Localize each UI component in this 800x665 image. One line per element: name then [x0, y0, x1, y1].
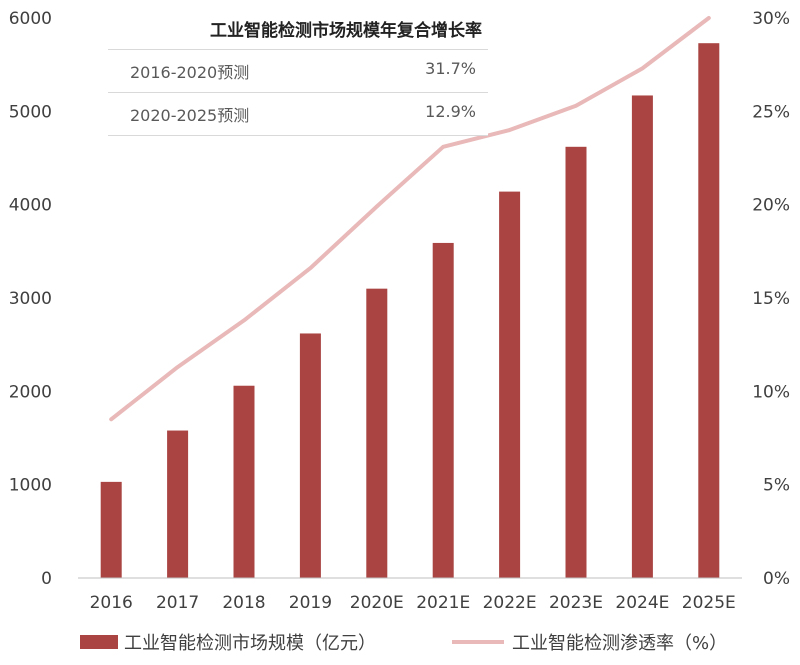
category-label: 2021E [416, 593, 470, 613]
inset-period: 2020-2025预测 [130, 106, 250, 125]
inset-row: 2016-2020预测 31.7% [108, 50, 488, 93]
category-label: 2018 [222, 593, 265, 613]
bar [167, 430, 189, 578]
legend: 工业智能检测市场规模（亿元） 工业智能检测渗透率（%） [80, 624, 800, 660]
line-point [441, 145, 445, 149]
right-axis-ticks: 0% 5% 10% 15% 20% 25% 30% [752, 9, 790, 589]
category-label: 2020E [350, 593, 404, 613]
line-point [242, 318, 246, 322]
category-label: 2023E [549, 593, 603, 613]
right-tick-label: 5% [763, 476, 790, 496]
bar [432, 242, 454, 578]
bar [565, 146, 587, 579]
bar [100, 481, 122, 578]
category-labels: 2016 2017 2018 2019 2020E 2021E 2022E 2023E 2024… [90, 593, 736, 613]
line-series [109, 16, 711, 422]
inset-row: 2020-2025预测 12.9% [108, 93, 488, 136]
category-label: 2024E [615, 593, 669, 613]
inset-period: 2016-2020预测 [130, 63, 250, 82]
bar [366, 288, 388, 578]
legend-label-line: 工业智能检测渗透率（%） [512, 633, 728, 654]
right-tick-label: 20% [752, 196, 790, 216]
line-point [109, 417, 113, 421]
right-tick-label: 15% [752, 289, 790, 309]
legend-item-line: 工业智能检测渗透率（%） [452, 629, 727, 655]
left-tick-label: 4000 [9, 196, 52, 216]
left-tick-label: 3000 [9, 289, 52, 309]
line-point [640, 66, 644, 70]
bar [499, 191, 521, 578]
legend-label-bar: 工业智能检测市场规模（亿元） [124, 633, 376, 654]
inset-value: 31.7% [425, 59, 476, 78]
left-tick-label: 0 [41, 569, 52, 589]
right-tick-label: 25% [752, 102, 790, 122]
category-label: 2022E [483, 593, 537, 613]
line-point [707, 16, 711, 20]
line-point [508, 128, 512, 132]
inset-value: 12.9% [425, 102, 476, 121]
left-tick-label: 5000 [9, 102, 52, 122]
line-point [375, 205, 379, 209]
inset-title: 工业智能检测市场规模年复合增长率 [108, 12, 488, 50]
line-point [574, 104, 578, 108]
right-tick-label: 30% [752, 9, 790, 29]
left-tick-label: 2000 [9, 382, 52, 402]
legend-item-bar: 工业智能检测市场规模（亿元） [80, 629, 376, 655]
bar [631, 95, 653, 578]
category-label: 2016 [90, 593, 133, 613]
bar [233, 385, 255, 578]
category-label: 2019 [289, 593, 332, 613]
left-tick-label: 6000 [9, 9, 52, 29]
bar [299, 333, 321, 578]
cagr-inset-table: 工业智能检测市场规模年复合增长率 2016-2020预测 31.7% 2020-… [108, 12, 488, 136]
penetration-line [109, 16, 711, 422]
legend-swatch-line [452, 640, 504, 644]
bar-series [100, 43, 720, 579]
line-point [308, 266, 312, 270]
right-tick-label: 0% [763, 569, 790, 589]
category-label: 2025E [682, 593, 736, 613]
bar [698, 43, 720, 578]
category-label: 2017 [156, 593, 199, 613]
left-axis-ticks: 0 1000 2000 3000 4000 5000 6000 [9, 9, 52, 589]
line-point [176, 365, 180, 369]
legend-swatch-bar [80, 635, 118, 649]
left-tick-label: 1000 [9, 476, 52, 496]
right-tick-label: 10% [752, 382, 790, 402]
